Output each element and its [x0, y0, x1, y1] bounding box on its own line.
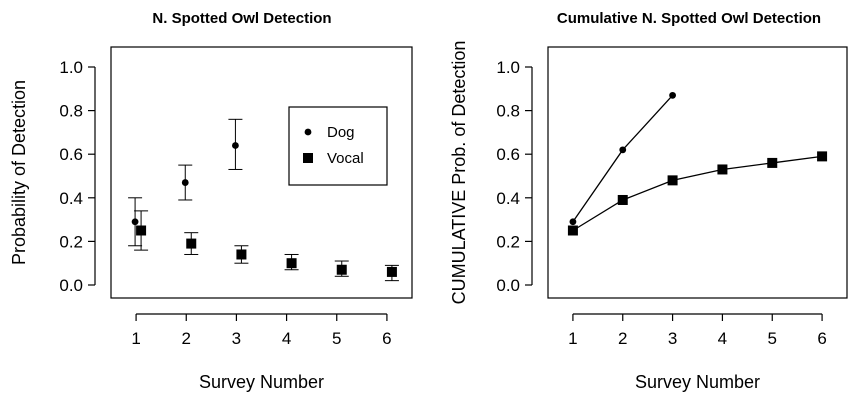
x-tick-label: 5	[768, 329, 777, 348]
y-tick-label: 1.0	[496, 58, 520, 77]
legend-label: Vocal	[327, 150, 364, 167]
data-point	[386, 266, 397, 277]
y-tick-label: 0.8	[59, 102, 83, 121]
series-dog	[569, 91, 676, 226]
x-tick-label: 4	[282, 329, 291, 348]
x-tick-label: 1	[568, 329, 577, 348]
y-axis-label: Probability of Detection	[9, 80, 29, 265]
legend-box	[288, 106, 388, 186]
data-point	[569, 218, 577, 226]
data-point	[767, 157, 778, 168]
series-vocal	[134, 210, 399, 282]
plot-frame	[547, 46, 848, 299]
legend-marker	[303, 153, 313, 163]
y-tick-label: 0.8	[496, 102, 520, 121]
detection-chart: N. Spotted Owl Detection 1 2 3 4 5 6 0.0 0.2 0.4 0…	[9, 10, 413, 392]
y-tick-label: 0.6	[59, 145, 83, 164]
x-tick-label: 1	[131, 329, 140, 348]
y-tick-label: 0.6	[496, 145, 520, 164]
data-point	[567, 225, 578, 236]
data-point	[669, 91, 676, 99]
x-axis-label: Survey Number	[635, 372, 760, 392]
x-tick-label: 3	[232, 329, 241, 348]
x-tick-label: 2	[618, 329, 627, 348]
data-point	[181, 179, 189, 186]
y-tick-label: 1.0	[59, 58, 83, 77]
data-point	[336, 264, 347, 275]
data-point	[617, 194, 628, 205]
legend: Dog Vocal	[288, 106, 388, 186]
data-point	[817, 151, 828, 162]
y-tick-label: 0.0	[496, 276, 520, 295]
legend-marker	[304, 128, 312, 136]
data-point	[667, 175, 678, 186]
data-point	[232, 142, 239, 149]
data-point	[131, 218, 139, 226]
chart-title: Cumulative N. Spotted Owl Detection	[557, 10, 821, 27]
y-axis-label: CUMULATIVE Prob. of Detection	[449, 41, 469, 305]
plot-frame	[110, 46, 413, 299]
y-tick-label: 0.0	[59, 276, 83, 295]
y-tick-label: 0.4	[59, 189, 83, 208]
series-vocal	[567, 151, 828, 236]
data-point	[619, 146, 627, 154]
x-tick-label: 2	[182, 329, 191, 348]
data-point	[236, 249, 247, 260]
x-tick-label: 6	[382, 329, 391, 348]
y-tick-label: 0.4	[496, 189, 520, 208]
x-axis-label: Survey Number	[199, 372, 324, 392]
x-tick-label: 6	[817, 329, 826, 348]
x-tick-label: 5	[332, 329, 341, 348]
y-tick-label: 0.2	[496, 232, 520, 251]
data-point	[186, 238, 197, 249]
legend-label: Dog	[327, 124, 355, 141]
x-tick-label: 4	[718, 329, 727, 348]
data-point	[286, 258, 297, 269]
series-line	[572, 155, 823, 232]
series-dog	[128, 118, 243, 247]
y-tick-label: 0.2	[59, 232, 83, 251]
data-point	[717, 164, 728, 175]
data-point	[136, 225, 147, 236]
cumulative-detection-chart: Cumulative N. Spotted Owl Detection 1 2 3 4 5…	[449, 10, 848, 392]
x-tick-label: 3	[668, 329, 677, 348]
chart-title: N. Spotted Owl Detection	[152, 10, 331, 27]
